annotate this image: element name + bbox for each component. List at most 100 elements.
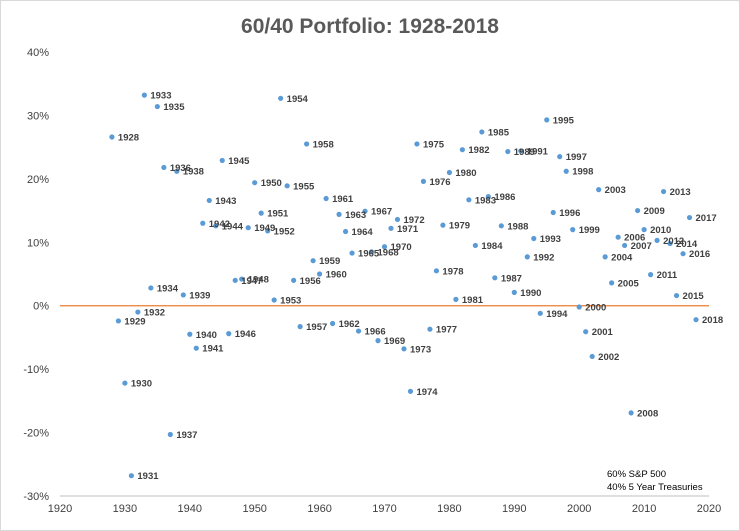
data-point <box>459 147 465 153</box>
data-label: 1953 <box>280 296 301 307</box>
data-point <box>187 331 193 337</box>
data-point <box>355 328 362 334</box>
data-label: 2007 <box>631 241 652 252</box>
data-point <box>174 168 180 174</box>
data-point <box>628 410 634 416</box>
data-point <box>284 183 290 189</box>
data-point <box>252 180 258 186</box>
data-label: 2016 <box>689 249 710 260</box>
data-point <box>609 280 615 286</box>
data-label: 1964 <box>352 227 374 238</box>
data-point <box>647 272 654 278</box>
data-point <box>368 249 375 255</box>
data-point <box>518 148 524 154</box>
data-label: 1945 <box>228 156 250 167</box>
data-point <box>135 309 141 315</box>
x-tick-label: 1960 <box>307 503 331 515</box>
data-label: 1986 <box>494 192 515 203</box>
data-point <box>141 92 147 98</box>
data-label: 1984 <box>481 241 503 252</box>
data-label: 1970 <box>391 242 412 253</box>
data-point <box>472 242 478 249</box>
data-point <box>433 268 440 274</box>
data-point <box>537 310 543 316</box>
data-point <box>200 220 206 226</box>
data-label: 1969 <box>384 336 405 347</box>
data-point <box>615 234 621 240</box>
data-label: 1935 <box>163 102 185 113</box>
data-label: 1949 <box>254 223 275 234</box>
data-label: 2006 <box>624 233 645 244</box>
data-label: 1975 <box>423 139 445 150</box>
data-point <box>680 251 686 257</box>
data-point <box>342 228 349 235</box>
data-point <box>375 338 381 344</box>
data-point <box>154 103 160 110</box>
data-point <box>557 154 563 160</box>
data-label: 1946 <box>235 329 256 340</box>
y-axis: -30% -20% -10% 0% 10% 20% 30% 40% <box>23 47 49 503</box>
x-tick-label: 1980 <box>437 503 461 515</box>
data-point <box>401 346 407 352</box>
data-label: 1928 <box>118 132 139 143</box>
data-point <box>693 317 699 323</box>
data-label: 1979 <box>449 221 470 232</box>
data-point <box>407 388 414 394</box>
data-point <box>226 331 232 337</box>
data-label: 1967 <box>371 207 392 218</box>
point-labels: 1928 1929 1930 1931 1932 1933 1934 1935 1936 1937… <box>118 91 723 483</box>
data-point <box>219 157 225 164</box>
data-point <box>180 292 186 298</box>
y-tick-label: 40% <box>27 47 49 59</box>
data-label: 1965 <box>358 249 380 260</box>
data-point <box>635 207 641 214</box>
data-label: 1948 <box>248 275 269 286</box>
data-label: 1934 <box>157 283 179 294</box>
y-tick-label: 20% <box>27 174 49 186</box>
data-label: 1930 <box>131 379 152 390</box>
data-label: 1980 <box>455 168 476 179</box>
data-label: 1929 <box>124 316 145 327</box>
data-label: 1966 <box>365 327 386 338</box>
x-tick-label: 2000 <box>567 503 591 515</box>
data-point <box>148 285 154 291</box>
data-point <box>362 208 368 214</box>
y-tick-label: -10% <box>23 364 49 376</box>
data-label: 2003 <box>605 185 626 196</box>
data-label: 1939 <box>189 290 210 301</box>
data-point <box>673 292 680 299</box>
data-label: 1942 <box>209 219 230 230</box>
data-label: 1954 <box>287 94 309 105</box>
data-label: 1963 <box>345 210 366 221</box>
data-point <box>232 277 238 283</box>
data-label: 1989 <box>514 147 535 158</box>
x-tick-label: 1940 <box>178 503 202 515</box>
data-label: 1982 <box>468 145 489 156</box>
data-label: 2017 <box>696 213 717 224</box>
data-label: 1973 <box>410 344 431 355</box>
data-label: 1990 <box>520 288 541 299</box>
data-label: 1947 <box>241 276 262 287</box>
data-label: 2001 <box>592 327 614 338</box>
data-point <box>265 228 271 234</box>
data-point <box>420 178 427 184</box>
data-point <box>193 345 199 351</box>
data-point <box>115 318 122 324</box>
x-tick-label: 1990 <box>502 503 526 515</box>
x-tick-label: 2010 <box>632 503 656 515</box>
data-point <box>531 235 537 242</box>
data-point <box>394 216 401 223</box>
data-label: 1971 <box>397 224 419 235</box>
data-point <box>570 227 576 233</box>
data-label: 1933 <box>150 91 171 102</box>
data-label: 1978 <box>442 266 463 277</box>
data-label: 1932 <box>144 308 165 319</box>
data-label: 2004 <box>611 252 633 263</box>
data-point <box>122 380 128 386</box>
data-point <box>239 276 245 282</box>
x-axis: 1920 1930 1940 1950 1960 1970 1980 1990 2000 2010… <box>48 503 721 515</box>
y-tick-label: 10% <box>27 237 49 249</box>
data-label: 1991 <box>527 146 549 157</box>
data-label: 2010 <box>650 225 671 236</box>
